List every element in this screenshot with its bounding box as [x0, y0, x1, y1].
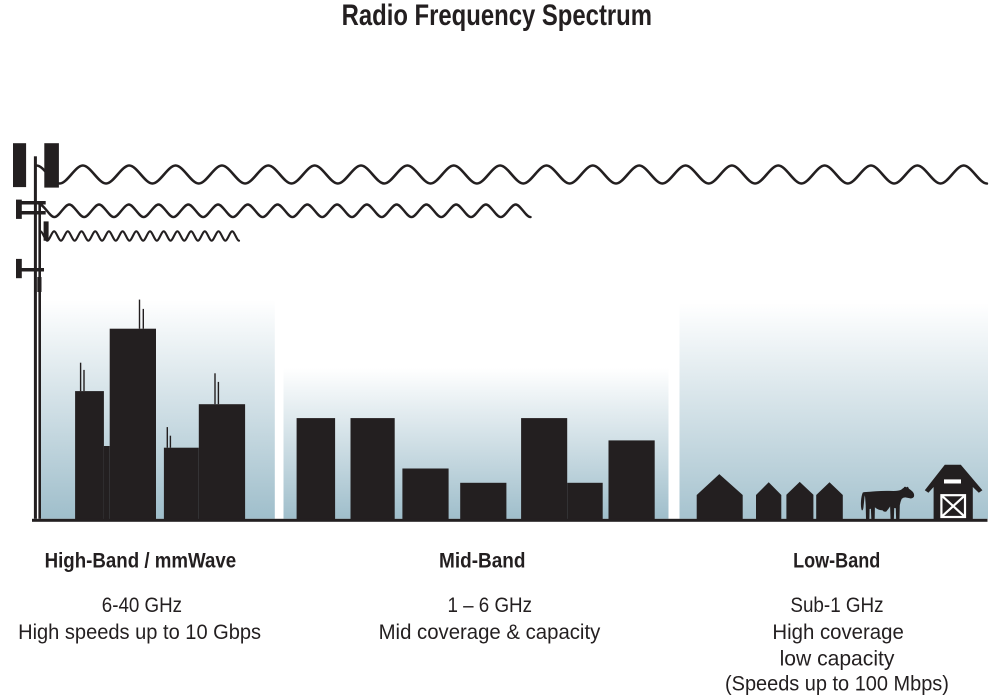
- svg-text:6-40 GHz: 6-40 GHz: [102, 594, 182, 617]
- svg-text:(Speeds up to 100 Mbps): (Speeds up to 100 Mbps): [725, 673, 949, 696]
- svg-text:Sub-1 GHz: Sub-1 GHz: [790, 594, 883, 617]
- svg-text:High-Band / mmWave: High-Band / mmWave: [45, 550, 237, 573]
- svg-text:1 – 6 GHz: 1 – 6 GHz: [448, 594, 533, 617]
- svg-text:Mid-Band: Mid-Band: [439, 550, 526, 573]
- svg-text:Radio Frequency Spectrum: Radio Frequency Spectrum: [342, 0, 652, 32]
- svg-text:low capacity: low capacity: [780, 648, 895, 671]
- svg-text:High coverage: High coverage: [772, 621, 903, 644]
- svg-text:High speeds up to 10 Gbps: High speeds up to 10 Gbps: [18, 621, 261, 644]
- svg-text:Mid coverage & capacity: Mid coverage & capacity: [379, 621, 601, 644]
- svg-text:Low-Band: Low-Band: [793, 550, 880, 573]
